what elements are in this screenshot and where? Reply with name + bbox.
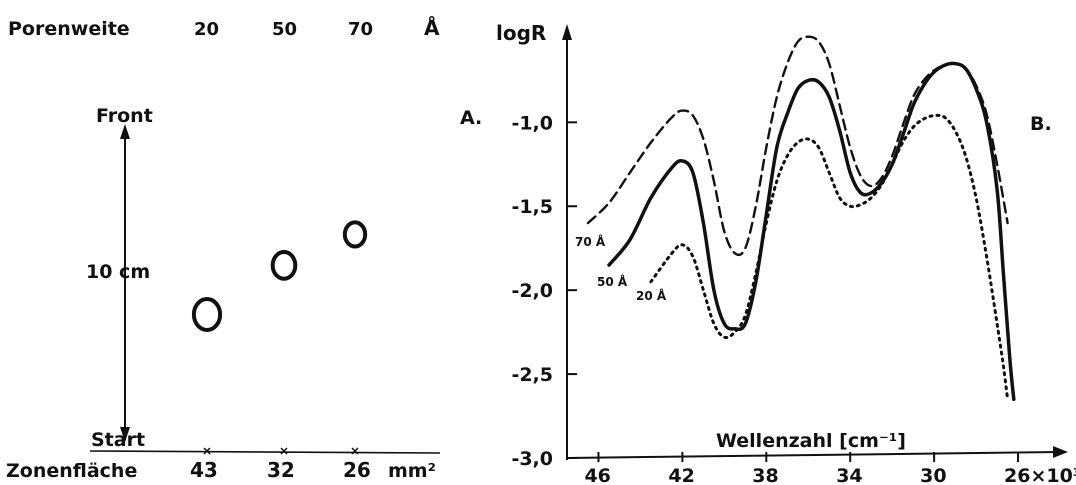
start-label: Start <box>91 429 145 451</box>
series-line-0 <box>586 35 1009 257</box>
arrow-down-icon <box>120 427 130 442</box>
zone-area-32: 32 <box>267 458 295 482</box>
spot-70 <box>342 220 368 249</box>
zone-tick-20 <box>203 447 211 455</box>
y-tick-label: -3,0 <box>511 448 553 470</box>
y-tick-label: -2,5 <box>511 364 553 386</box>
x-ticks: 46 42 38 34 30 26×10³ <box>584 452 1076 485</box>
x-tick-label: 26×10³ <box>1004 465 1076 485</box>
panel-b-label: B. <box>1030 113 1052 135</box>
spot-50 <box>270 250 298 281</box>
x-axis-label: Wellenzahl [cm⁻¹] <box>716 430 906 452</box>
y-tick-label: -1,5 <box>511 196 553 218</box>
series-label-70: 70 Å <box>575 234 606 249</box>
zone-area-26: 26 <box>343 458 371 482</box>
series-line-2 <box>649 113 1010 401</box>
pore-size-70: 70 <box>348 19 373 40</box>
panel-a: Porenweite 20 50 70 Å A. Front 10 cm Sta… <box>6 16 482 482</box>
x-tick-label: 30 <box>920 465 946 485</box>
spot-20 <box>191 297 223 332</box>
spots-layer <box>191 220 368 455</box>
arrow-up-icon <box>120 124 130 139</box>
zone-area-43: 43 <box>190 458 218 482</box>
pore-size-50: 50 <box>272 19 297 40</box>
y-tick-label: -2,0 <box>511 280 553 302</box>
pore-unit: Å <box>424 16 440 40</box>
porenweite-label: Porenweite <box>8 18 130 40</box>
zone-unit: mm² <box>388 460 436 482</box>
x-axis <box>566 451 1061 459</box>
panel-a-label: A. <box>460 107 482 129</box>
series-line-1 <box>607 61 1016 402</box>
x-tick-label: 34 <box>836 465 862 485</box>
series-label-50: 50 Å <box>597 274 628 289</box>
zone-tick-70 <box>351 447 359 455</box>
x-tick-label: 46 <box>584 465 610 485</box>
y-ticks: -1,0 -1,5 -2,0 -2,5 -3,0 <box>511 112 577 470</box>
front-label: Front <box>96 105 153 127</box>
y-tick-label: -1,0 <box>511 112 553 134</box>
panel-b: logR B. Wellenzahl [cm⁻¹] -1,0 -1,5 -2,0 -2… <box>496 21 1076 485</box>
zone-tick-50 <box>280 447 288 455</box>
pore-size-20: 20 <box>194 19 219 40</box>
x-tick-label: 42 <box>668 465 694 485</box>
y-axis-label: logR <box>496 21 546 45</box>
start-baseline <box>89 450 441 454</box>
series-layer <box>586 35 1016 402</box>
x-tick-label: 38 <box>752 465 778 485</box>
x-axis-arrow-icon <box>1053 446 1068 458</box>
series-label-20: 20 Å <box>636 288 667 303</box>
y-axis-arrow-icon <box>562 24 572 40</box>
zonenflaeche-label: Zonenfläche <box>6 460 137 482</box>
ten-cm-label: 10 cm <box>86 261 150 283</box>
